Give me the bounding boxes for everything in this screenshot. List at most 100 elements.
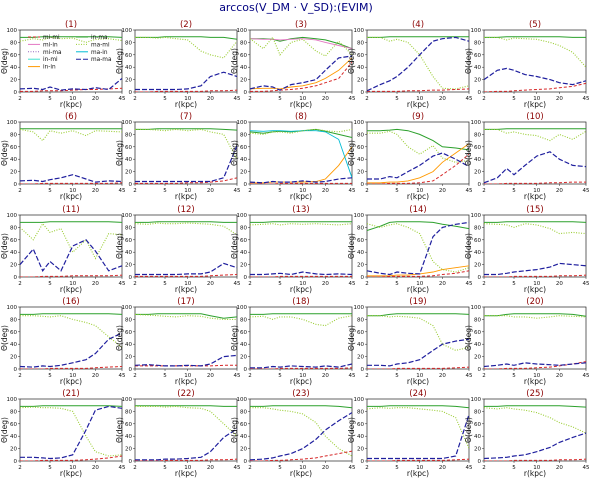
series-in-ma	[484, 36, 586, 38]
y-tick-label: 60	[357, 422, 364, 428]
series-mi-mi	[484, 181, 586, 184]
x-tick-label: 45	[466, 465, 473, 471]
y-tick-label: 0	[129, 275, 133, 281]
series-ma-mi	[250, 36, 352, 57]
y-tick-label: 100	[7, 28, 18, 34]
x-tick-label: 2	[248, 281, 252, 287]
x-tick-label: 2	[133, 373, 137, 379]
panel-title: (18)	[292, 297, 309, 307]
x-tick-label: 20	[207, 373, 214, 379]
y-tick-label: 0	[361, 459, 365, 465]
y-tick-label: 100	[354, 397, 365, 403]
panel-frame	[366, 398, 470, 462]
x-tick-label: 5	[395, 373, 399, 379]
y-tick-label: 40	[10, 434, 17, 440]
y-tick-label: 80	[10, 132, 17, 138]
x-tick-label: 10	[416, 281, 423, 287]
y-tick-label: 0	[361, 182, 365, 188]
series-mi-in	[250, 38, 352, 50]
y-tick-label: 80	[357, 225, 364, 231]
x-tick-label: 45	[583, 465, 590, 471]
x-tick-label: 10	[533, 281, 540, 287]
y-tick-label: 80	[240, 132, 247, 138]
y-tick-label: 60	[125, 145, 132, 151]
x-axis-label: r(kpc)	[290, 285, 312, 294]
x-tick-label: 2	[133, 281, 137, 287]
y-tick-label: 0	[14, 182, 18, 188]
y-tick-label: 0	[129, 459, 133, 465]
x-tick-label: 10	[184, 96, 191, 102]
x-tick-label: 10	[416, 96, 423, 102]
y-tick-label: 100	[122, 120, 133, 126]
x-axis-label: r(kpc)	[175, 192, 197, 201]
panel-title: (13)	[292, 205, 309, 215]
x-axis-label: r(kpc)	[60, 100, 82, 109]
y-tick-label: 20	[125, 78, 132, 84]
y-tick-label: 20	[474, 78, 481, 84]
x-tick-label: 20	[322, 465, 329, 471]
y-tick-label: 20	[474, 170, 481, 176]
x-tick-label: 2	[133, 188, 137, 194]
y-tick-label: 60	[357, 145, 364, 151]
panel: (24) 2 5 10 20 45 0 20 40 60 80 100 r(kpc) Θ(deg)	[347, 389, 473, 478]
x-tick-label: 10	[184, 465, 191, 471]
x-axis-label: r(kpc)	[175, 100, 197, 109]
x-tick-label: 5	[395, 465, 399, 471]
x-tick-label: 20	[556, 373, 563, 379]
x-axis-label: r(kpc)	[407, 469, 429, 478]
y-tick-label: 60	[357, 330, 364, 336]
series-mi-mi	[484, 361, 586, 369]
x-tick-label: 2	[248, 188, 252, 194]
x-tick-label: 20	[556, 188, 563, 194]
legend-label: in-ma	[91, 35, 108, 41]
y-tick-label: 100	[354, 28, 365, 34]
series-mi-mi	[367, 88, 469, 92]
x-tick-label: 20	[92, 96, 99, 102]
x-axis-label: r(kpc)	[60, 285, 82, 294]
x-tick-label: 2	[133, 96, 137, 102]
series-ma-ma	[484, 67, 586, 86]
panel-frame	[249, 214, 353, 278]
y-tick-label: 100	[122, 305, 133, 311]
x-tick-label: 5	[163, 465, 167, 471]
x-tick-label: 10	[69, 373, 76, 379]
y-tick-label: 0	[478, 367, 482, 373]
x-tick-label: 2	[18, 373, 22, 379]
panel: (21) 2 5 10 20 45 0 20 40 60 80 100 r(kpc) Θ(deg)	[0, 389, 126, 478]
y-tick-label: 40	[240, 434, 247, 440]
y-tick-label: 40	[474, 434, 481, 440]
x-tick-label: 5	[512, 188, 516, 194]
y-tick-label: 80	[357, 40, 364, 46]
series-ma-mi	[135, 313, 237, 320]
series-in-ma	[20, 405, 122, 407]
x-tick-label: 5	[512, 373, 516, 379]
y-tick-label: 60	[125, 238, 132, 244]
y-axis-label: Θ(deg)	[347, 417, 356, 443]
y-axis-label: Θ(deg)	[230, 48, 239, 74]
x-tick-label: 45	[234, 96, 241, 102]
x-tick-label: 45	[583, 188, 590, 194]
series-mi-mi	[367, 153, 469, 184]
y-tick-label: 40	[240, 65, 247, 71]
y-tick-label: 60	[474, 53, 481, 59]
x-tick-label: 2	[18, 281, 22, 287]
series-ma-mi	[367, 36, 469, 90]
y-tick-label: 40	[357, 157, 364, 163]
y-tick-label: 20	[357, 263, 364, 269]
x-tick-label: 10	[416, 373, 423, 379]
x-tick-label: 2	[482, 465, 486, 471]
y-axis-label: Θ(deg)	[464, 325, 473, 351]
x-tick-label: 5	[395, 281, 399, 287]
y-tick-label: 60	[125, 53, 132, 59]
panel-frame	[249, 29, 353, 93]
y-tick-label: 80	[125, 317, 132, 323]
x-axis-label: r(kpc)	[290, 377, 312, 386]
y-tick-label: 100	[471, 213, 482, 219]
y-tick-label: 60	[240, 145, 247, 151]
panel-title: (8)	[295, 112, 307, 122]
y-tick-label: 80	[474, 132, 481, 138]
x-axis-label: r(kpc)	[175, 377, 197, 386]
